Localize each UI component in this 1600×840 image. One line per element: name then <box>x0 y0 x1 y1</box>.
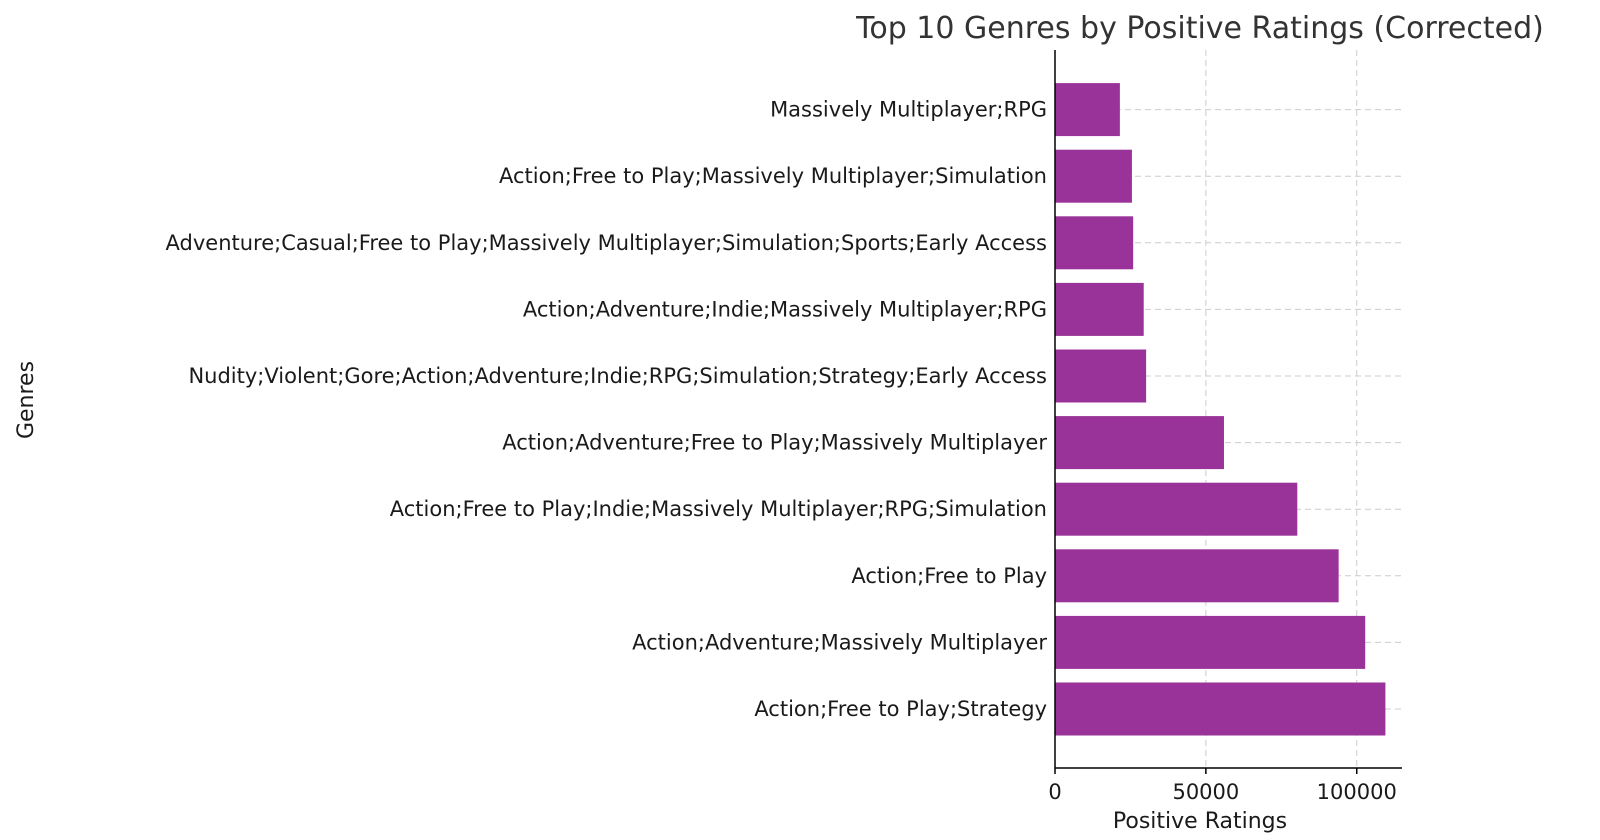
bars <box>1055 83 1386 736</box>
y-tick-label: Action;Free to Play <box>851 564 1047 588</box>
y-tick-label: Action;Adventure;Massively Multiplayer <box>632 630 1047 654</box>
bar <box>1055 83 1120 137</box>
y-tick-label: Adventure;Casual;Free to Play;Massively … <box>166 231 1047 255</box>
chart-title: Top 10 Genres by Positive Ratings (Corre… <box>855 11 1544 46</box>
x-axis-title: Positive Ratings <box>1113 809 1287 834</box>
bar <box>1055 149 1132 203</box>
y-tick-label: Action;Adventure;Free to Play;Massively … <box>502 431 1047 455</box>
bar <box>1055 682 1386 736</box>
category-labels: Action;Free to Play;Strategy Action;Adven… <box>166 98 1048 721</box>
bar <box>1055 482 1298 536</box>
bar <box>1055 615 1366 669</box>
axes: 0 50000 100000 <box>1048 50 1402 804</box>
y-tick-label: Action;Free to Play;Strategy <box>754 697 1047 721</box>
y-tick-label: Action;Adventure;Indie;Massively Multipl… <box>523 297 1047 321</box>
x-tick-label: 0 <box>1048 780 1061 804</box>
y-axis-title: Genres <box>14 361 39 439</box>
x-tick-label: 50000 <box>1172 780 1239 804</box>
y-tick-label: Action;Free to Play;Indie;Massively Mult… <box>390 497 1047 521</box>
x-tick-label: 100000 <box>1317 780 1397 804</box>
bar <box>1055 282 1144 336</box>
y-tick-label: Massively Multiplayer;RPG <box>770 98 1047 122</box>
y-tick-label: Action;Free to Play;Massively Multiplaye… <box>499 164 1047 188</box>
bar <box>1055 549 1339 603</box>
bar <box>1055 416 1224 470</box>
bar <box>1055 349 1147 403</box>
y-tick-label: Nudity;Violent;Gore;Action;Adventure;Ind… <box>188 364 1047 388</box>
bar <box>1055 216 1134 270</box>
